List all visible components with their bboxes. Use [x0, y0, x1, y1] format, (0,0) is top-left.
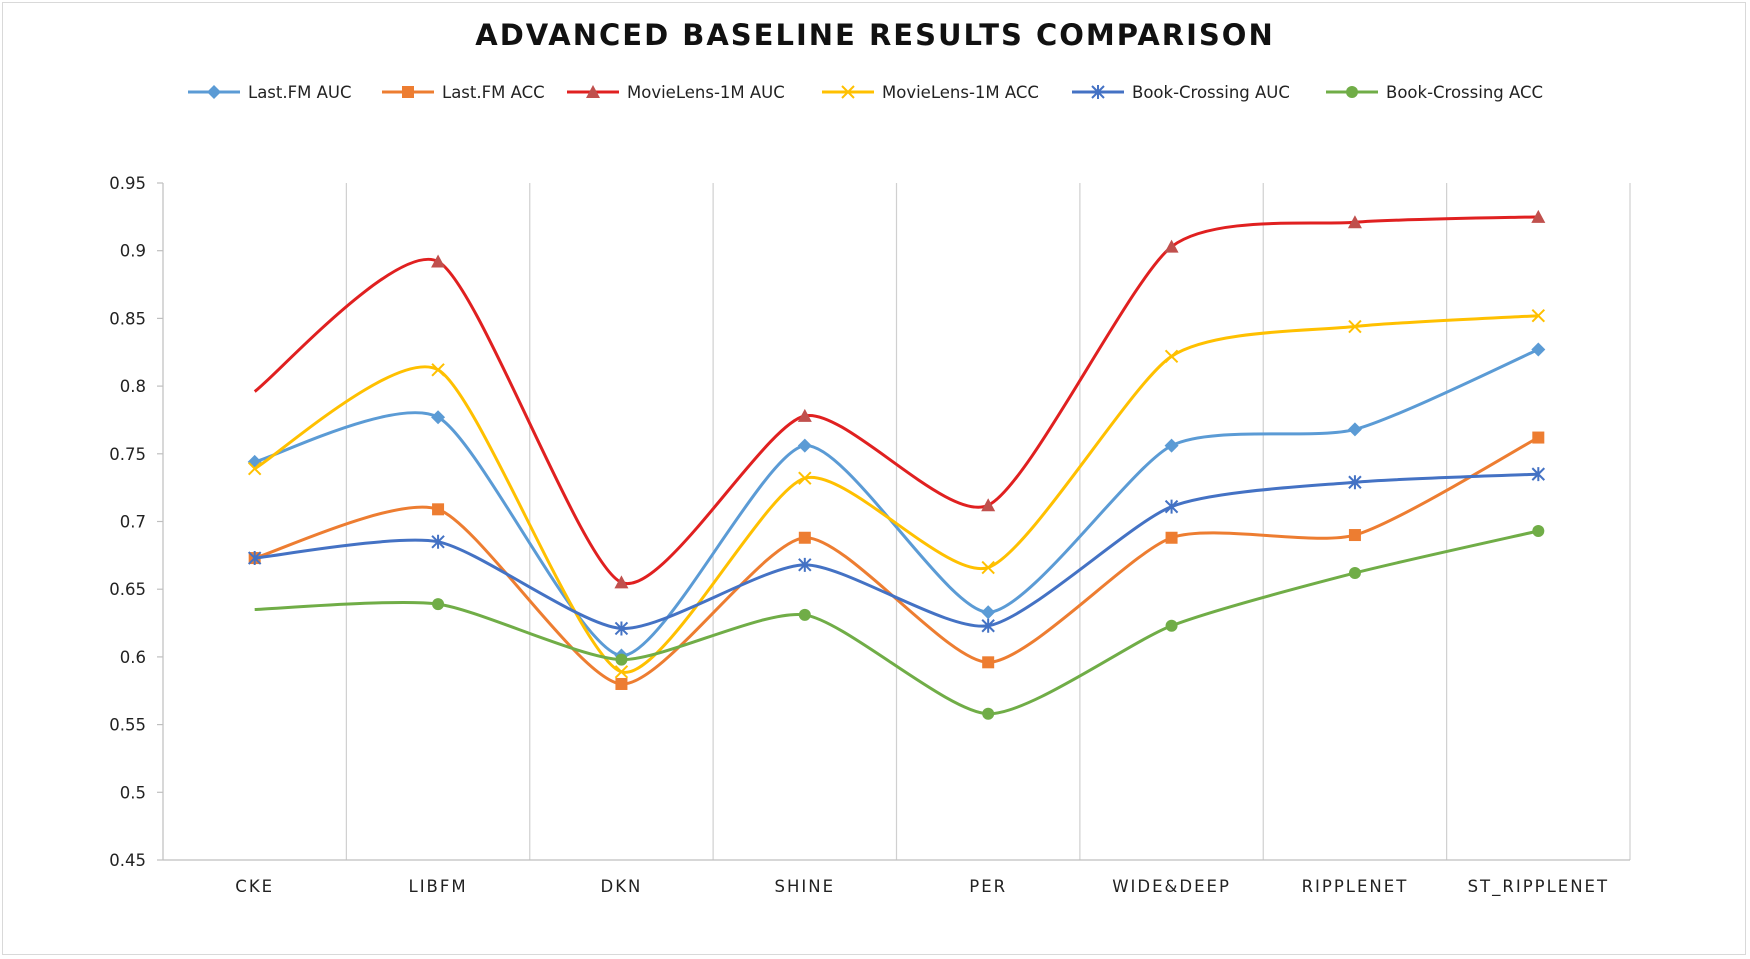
legend-swatch-marker: [1091, 85, 1105, 99]
legend-label: MovieLens-1M ACC: [882, 83, 1039, 102]
legend-swatch-marker: [586, 85, 600, 98]
data-point: [432, 598, 445, 611]
data-point: [798, 608, 811, 621]
data-point: [431, 534, 445, 549]
legend-label: Last.FM ACC: [442, 83, 545, 102]
data-point: [798, 471, 812, 485]
data-point: [982, 707, 995, 720]
data-point: [1164, 499, 1179, 514]
data-point: [431, 363, 445, 377]
data-point: [1531, 209, 1546, 223]
data-point: [431, 254, 446, 268]
y-tick-label: 0.7: [120, 513, 146, 532]
legend-item-book-crossing-auc: Book-Crossing AUC: [1072, 83, 1290, 102]
data-point: [1164, 349, 1179, 364]
series-line: [253, 215, 1539, 586]
data-point: [981, 605, 996, 620]
x-tick-label: DKN: [601, 877, 643, 896]
series-last-fm-auc: [247, 342, 1546, 663]
legend-swatch-marker: [207, 85, 221, 99]
x-tick-label: CKE: [235, 877, 274, 896]
y-tick-label: 0.45: [109, 851, 146, 870]
data-point: [615, 653, 628, 666]
data-point: [1164, 239, 1179, 253]
chart-title: ADVANCED BASELINE RESULTS COMPARISON: [475, 18, 1274, 52]
legend-item-movielens-1m-acc: MovieLens-1M ACC: [822, 83, 1039, 102]
data-point: [1531, 308, 1546, 323]
series-line: [254, 529, 1539, 716]
legend-item-movielens-1m-auc: MovieLens-1M AUC: [567, 83, 785, 102]
data-point: [614, 575, 629, 589]
series-line: [253, 314, 1539, 674]
data-point: [1164, 438, 1179, 453]
x-axis: CKE LIBFM DKN SHINE PER WIDE&DEEP RIPPLENET ST_…: [235, 877, 1610, 897]
series-last-fm-acc: [248, 431, 1545, 690]
series-line: [254, 348, 1539, 658]
series-line: [254, 436, 1540, 686]
y-tick-label: 0.8: [120, 377, 146, 396]
data-point: [1348, 529, 1361, 542]
legend-label: Book-Crossing ACC: [1386, 83, 1543, 102]
data-point: [1348, 566, 1361, 579]
legend-swatch-marker: [402, 86, 414, 98]
data-point: [1531, 467, 1546, 482]
data-point: [247, 551, 262, 566]
legend-item-book-crossing-acc: Book-Crossing ACC: [1326, 83, 1543, 102]
data-point: [981, 618, 995, 633]
data-point: [432, 503, 445, 516]
x-tick-label: SHINE: [775, 877, 836, 896]
x-tick-label: PER: [969, 877, 1007, 896]
data-point: [1165, 619, 1178, 632]
data-point: [798, 531, 811, 544]
data-point: [1165, 531, 1178, 544]
data-point: [1532, 431, 1545, 444]
legend-item-last-fm-auc: Last.FM AUC: [188, 83, 351, 102]
x-tick-label: ST_RIPPLENET: [1468, 877, 1610, 897]
legend-swatch-marker: [841, 85, 855, 99]
data-point: [615, 677, 628, 690]
x-tick-label: WIDE&DEEP: [1112, 877, 1231, 896]
y-tick-label: 0.75: [109, 445, 146, 464]
data-point: [614, 621, 629, 636]
x-tick-label: LIBFM: [409, 877, 468, 896]
data-point: [1347, 215, 1362, 229]
series-movielens-1m-acc: [247, 308, 1546, 679]
y-axis: 0.45 0.5 0.55 0.6 0.65 0.7 0.75 0.8 0.85 0.9 0.95: [109, 174, 163, 870]
y-tick-label: 0.55: [109, 716, 146, 735]
legend-label: Book-Crossing AUC: [1132, 83, 1290, 102]
data-point: [981, 498, 996, 512]
data-point: [1348, 319, 1362, 334]
legend-swatch-marker: [1346, 86, 1358, 98]
plot-area: [247, 209, 1546, 720]
x-tick-label: RIPPLENET: [1302, 877, 1409, 896]
y-tick-label: 0.9: [120, 242, 146, 261]
y-tick-label: 0.65: [109, 580, 146, 599]
data-point: [247, 461, 262, 476]
series-book-crossing-acc: [254, 524, 1545, 720]
y-tick-label: 0.85: [109, 309, 146, 328]
legend-item-last-fm-acc: Last.FM ACC: [382, 83, 545, 102]
data-point: [982, 656, 995, 669]
data-point: [798, 557, 812, 572]
y-tick-label: 0.6: [120, 648, 146, 667]
series-book-crossing-auc: [247, 467, 1546, 636]
data-point: [431, 410, 446, 425]
legend: Last.FM AUC Last.FM ACC MovieLens-1M AUC Mo…: [188, 83, 1543, 102]
data-point: [1531, 342, 1546, 357]
data-point: [797, 408, 812, 422]
data-point: [1348, 475, 1362, 490]
data-point: [797, 438, 812, 453]
data-point: [1532, 524, 1545, 537]
grid: [162, 183, 1631, 861]
y-tick-label: 0.5: [120, 783, 146, 802]
data-point: [1347, 422, 1362, 437]
data-point: [614, 665, 629, 679]
y-tick-label: 0.95: [109, 174, 146, 193]
data-point: [981, 560, 995, 575]
legend-label: MovieLens-1M AUC: [627, 83, 785, 102]
series-movielens-1m-auc: [253, 209, 1546, 589]
legend-label: Last.FM AUC: [248, 83, 351, 102]
series-line: [254, 472, 1539, 630]
